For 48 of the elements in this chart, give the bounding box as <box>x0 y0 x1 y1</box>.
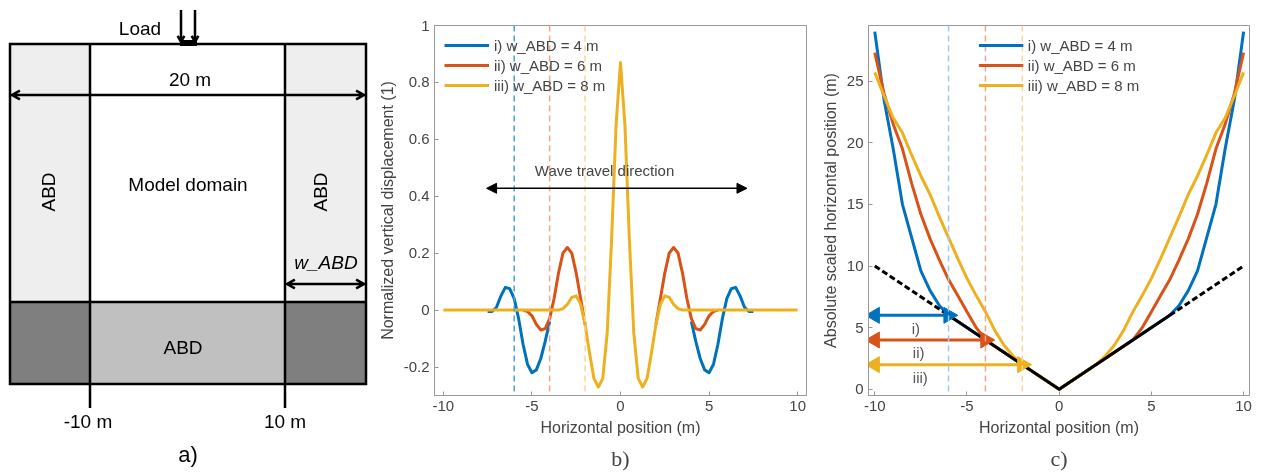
text: ABD <box>38 172 60 212</box>
annotation: iii) <box>912 369 928 387</box>
text: a) <box>178 442 198 467</box>
legend-label: iii) w_ABD = 8 m <box>494 76 606 94</box>
y-tick-label: 0 <box>421 301 430 319</box>
text: ABD <box>310 172 332 212</box>
y-tick-label: 0 <box>855 380 864 398</box>
legend-label: ii) w_ABD = 6 m <box>1027 56 1136 74</box>
x-tick-label: -5 <box>960 396 974 414</box>
legend-label: ii) w_ABD = 6 m <box>494 56 602 74</box>
y-tick-label: 0.8 <box>408 73 430 91</box>
y-tick-label: 15 <box>846 195 864 213</box>
text: w_ABD <box>294 252 358 274</box>
x-tick-label: -5 <box>525 396 539 414</box>
annotation: ii) <box>912 344 925 362</box>
y-tick-label: 0.4 <box>408 187 430 205</box>
y-tick-label: -0.2 <box>403 358 430 376</box>
annotation: i) <box>911 319 920 337</box>
x-axis-title: Horizontal position (m) <box>540 418 701 436</box>
x-tick-label: -10 <box>432 396 455 414</box>
text: -10 m <box>63 411 113 433</box>
y-tick-label: 5 <box>855 318 864 336</box>
y-tick-label: 10 <box>846 257 864 274</box>
x-tick-label: 5 <box>704 396 714 414</box>
legend-label: i) w_ABD = 4 m <box>1027 36 1133 54</box>
text: b) <box>611 445 630 471</box>
x-tick-label: 10 <box>1235 396 1252 414</box>
legend-label: i) w_ABD = 4 m <box>494 36 599 54</box>
x-tick-label: 0 <box>1055 396 1064 414</box>
x-tick-label: -10 <box>863 396 886 414</box>
x-axis-title: Horizontal position (m) <box>978 418 1140 436</box>
y-tick-label: 20 <box>846 133 864 151</box>
legend-label: iii) w_ABD = 8 m <box>1027 76 1140 94</box>
text: Load <box>118 18 162 40</box>
text: Model domain <box>128 174 248 196</box>
y-tick-label: 0.6 <box>408 130 430 148</box>
text: 10 m <box>263 411 307 433</box>
y-axis-title: Absolute scaled horizontal position (m) <box>821 73 839 348</box>
text: ABD <box>163 337 203 359</box>
y-axis-title: Normalized vertical displacement (1) <box>378 81 396 340</box>
text: 20 m <box>168 69 212 91</box>
x-tick-label: 10 <box>789 396 806 414</box>
x-tick-label: 0 <box>616 396 625 414</box>
y-tick-label: 1 <box>421 16 430 34</box>
y-tick-label: 0.2 <box>408 244 430 262</box>
x-tick-label: 5 <box>1147 396 1156 414</box>
text: c) <box>1050 445 1068 471</box>
y-tick-label: 25 <box>846 72 864 89</box>
